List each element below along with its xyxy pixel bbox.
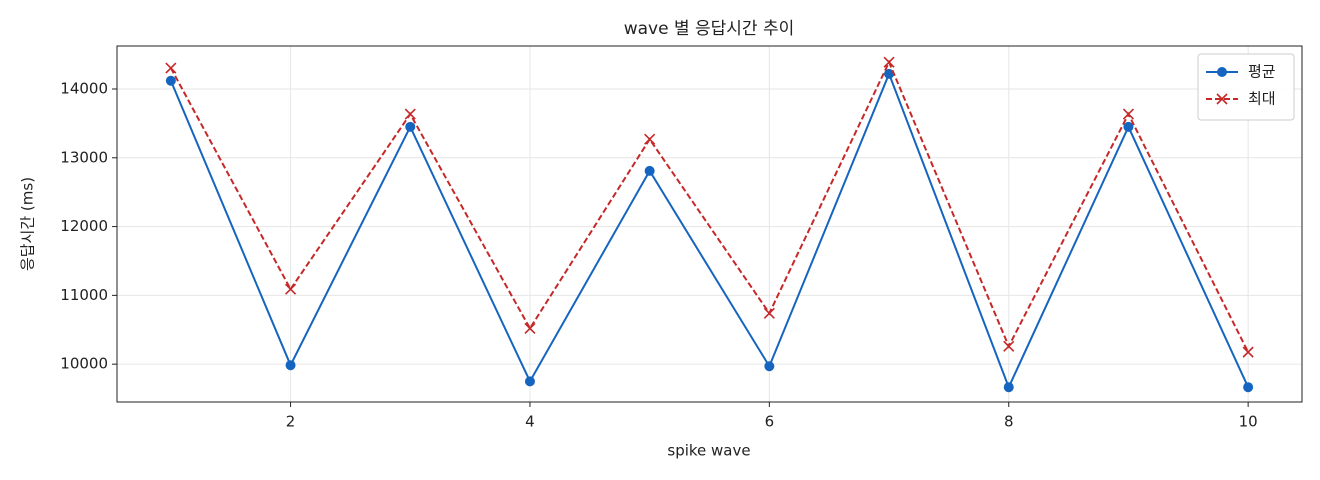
point (884, 68, 895, 79)
x-axis-label: spike wave (667, 442, 750, 460)
legend-label: 평균 (1248, 63, 1276, 81)
y-axis-label: 응답시간 (ms) (19, 177, 37, 271)
point (644, 165, 655, 176)
point (404, 108, 416, 120)
point (165, 75, 176, 86)
point (524, 376, 535, 387)
legend-box (1197, 53, 1295, 121)
point (285, 360, 296, 371)
point (883, 56, 895, 68)
point (644, 133, 656, 145)
point (405, 121, 416, 132)
legend-label: 최대 (1248, 90, 1276, 108)
legend-marker (1217, 67, 1227, 77)
point (1003, 340, 1015, 352)
point (165, 62, 177, 74)
x-tick-label: 2 (286, 413, 296, 431)
point (284, 283, 297, 295)
plot-frame (116, 45, 1303, 403)
y-tick-label: 13000 (60, 148, 108, 166)
point (524, 322, 536, 334)
point (764, 361, 775, 372)
point (1123, 121, 1134, 132)
x-tick-label: 6 (765, 413, 775, 431)
point (763, 307, 775, 319)
y-tick-label: 12000 (60, 217, 108, 235)
series-line (169, 71, 1250, 390)
x-tick-label: 10 (1239, 413, 1258, 431)
chart-title: wave 별 응답시간 추이 (624, 19, 795, 39)
legend-marker (1216, 93, 1228, 105)
y-tick-label: 10000 (60, 355, 108, 373)
x-tick-label: 8 (1004, 413, 1014, 431)
point (1243, 382, 1254, 393)
x-tick-label: 4 (525, 413, 535, 431)
point (1003, 382, 1014, 393)
point (1122, 108, 1135, 120)
series-line (169, 59, 1250, 353)
y-tick-label: 11000 (60, 286, 108, 304)
point (1242, 346, 1254, 358)
y-tick-label: 14000 (60, 79, 108, 97)
